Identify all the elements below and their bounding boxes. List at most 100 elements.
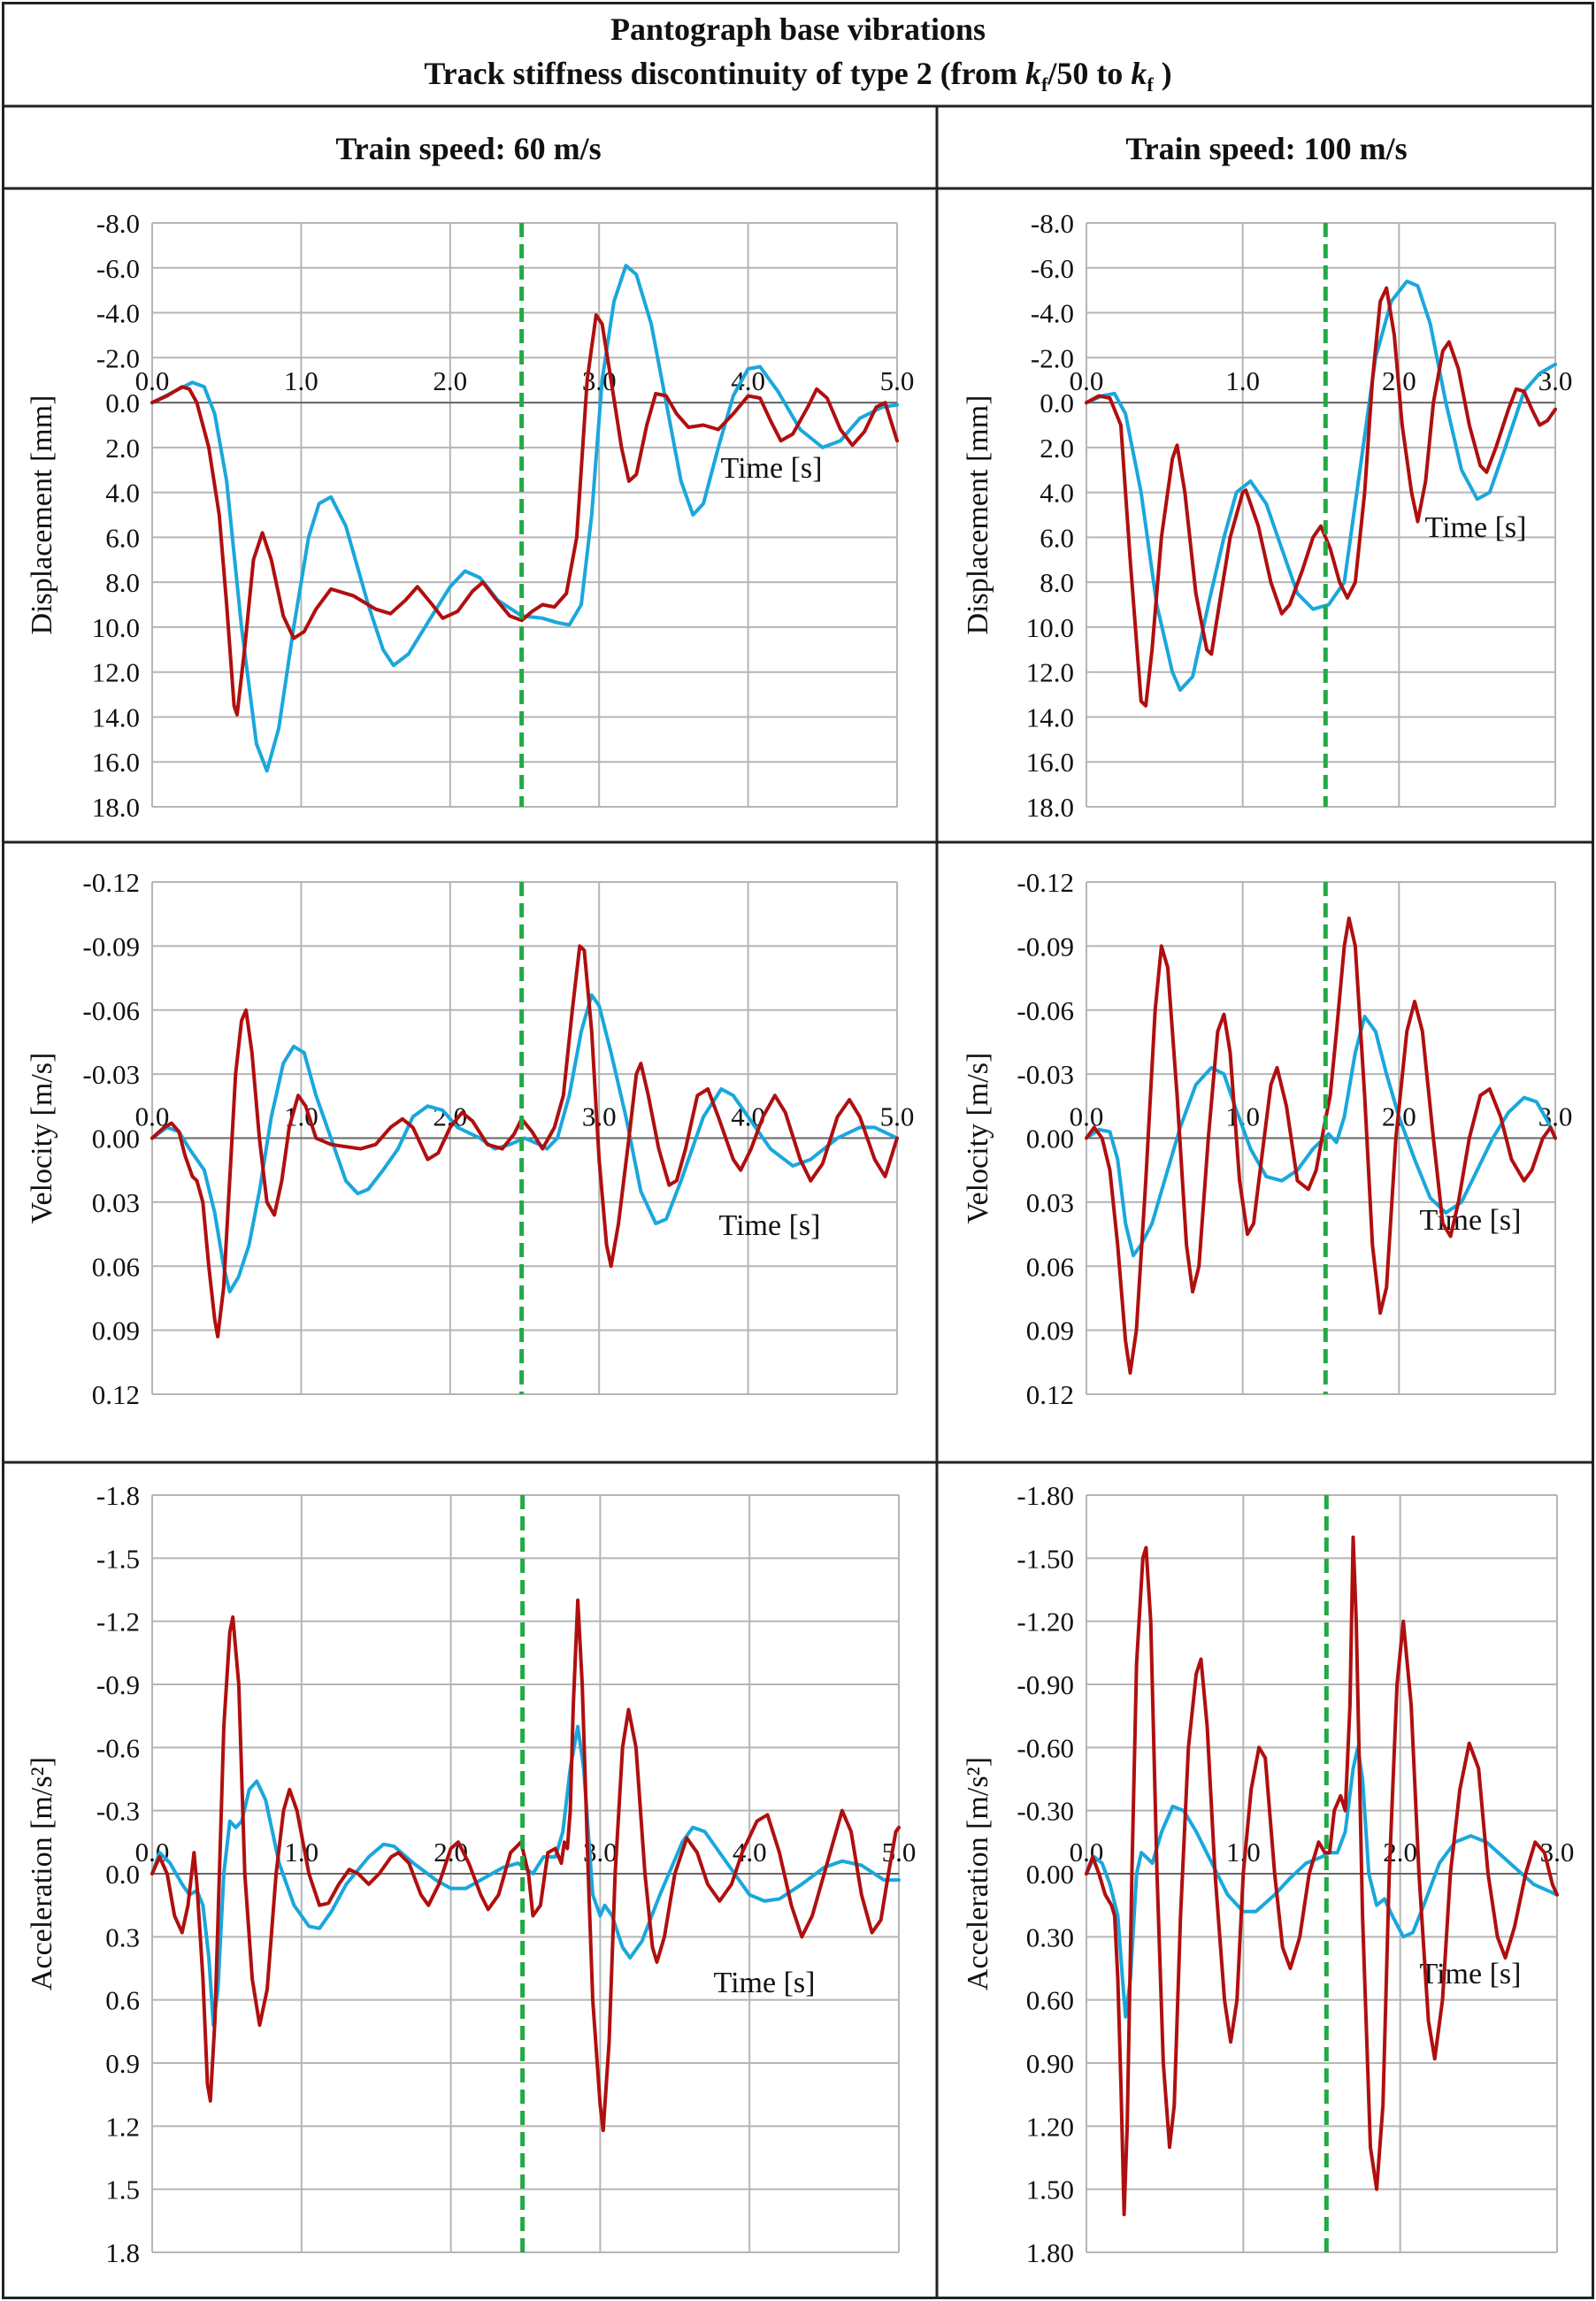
y-tick-label: -0.09	[1017, 931, 1074, 962]
column-header-100: Train speed: 100 m/s	[1125, 131, 1408, 166]
y-tick-label: 10.0	[1026, 612, 1074, 643]
chart-displacement-100: -8.0-6.0-4.0-2.00.02.04.06.08.010.012.01…	[962, 208, 1572, 823]
y-tick-label: -4.0	[1031, 298, 1074, 329]
y-tick-label: 6.0	[1040, 522, 1074, 553]
x-axis-label: Time [s]	[719, 1209, 821, 1242]
chart-velocity-100: -0.12 -0.09 -0.06 -0.03 0.00 0.03 0.06 0.09 0.12…	[962, 867, 1572, 1410]
y-tick-label: 10.0	[92, 612, 140, 643]
y-tick-label: -0.9	[96, 1669, 140, 1700]
y-tick-label: 0.0	[1040, 387, 1074, 418]
y-tick-label: -6.0	[96, 253, 140, 284]
y-tick-label: 0.03	[1026, 1187, 1074, 1218]
chart-velocity-60: -0.12 -0.09 -0.06 -0.03 0.00 0.03 0.06 0.09 0.12…	[26, 867, 915, 1410]
y-tick-label: 16.0	[92, 747, 140, 778]
y-tick-label: 0.0	[105, 1859, 140, 1890]
y-tick-label: -0.30	[1017, 1796, 1074, 1827]
y-tick-label: -2.0	[1031, 342, 1074, 373]
y-tick-label: 0.09	[1026, 1315, 1074, 1346]
y-tick-label: 0.00	[1026, 1859, 1074, 1890]
series-line-red	[1085, 917, 1557, 1375]
chart-acceleration-100: -1.80 -1.50 -1.20 -0.90 -0.60 -0.30 0.00 0.30 0.…	[962, 1480, 1574, 2268]
y-tick-label: 0.00	[92, 1124, 140, 1154]
x-tick-label: 0.0	[1070, 365, 1104, 396]
y-axis-label: Velocity [m/s]	[962, 1053, 994, 1224]
y-tick-label: 1.20	[1026, 2111, 1074, 2142]
x-tick-label: 5.0	[880, 365, 915, 396]
figure-title: Pantograph base vibrations	[610, 12, 986, 47]
x-axis-label: Time [s]	[714, 1967, 816, 1999]
series-line-red	[1085, 286, 1557, 708]
chart-acceleration-60: -1.8 -1.5 -1.2 -0.9 -0.6 -0.3 0.0 0.3 0.6 0.9 1.2 1…	[26, 1480, 916, 2268]
k-symbol-1: k	[1024, 56, 1041, 91]
y-tick-label: 18.0	[92, 792, 140, 823]
x-tick-label: 1.0	[1225, 365, 1260, 396]
k-symbol-2: k	[1131, 56, 1147, 91]
figure-subtitle: Track stiffness discontinuity of type 2 …	[0, 51, 1596, 107]
y-tick-label: 12.0	[92, 657, 140, 688]
y-tick-label: -1.50	[1017, 1543, 1074, 1574]
y-tick-label: 0.30	[1026, 1921, 1074, 1952]
y-tick-label: -0.12	[1017, 867, 1074, 898]
y-tick-label: 16.0	[1026, 747, 1074, 778]
series-line-red	[1085, 1535, 1559, 2217]
y-tick-label: -1.20	[1017, 1607, 1074, 1638]
x-tick-label: 0.0	[1070, 1101, 1104, 1132]
series-line-blue	[1085, 280, 1557, 692]
y-tick-label: 12.0	[1026, 657, 1074, 688]
x-tick-label: 5.0	[880, 1101, 915, 1132]
y-tick-label: -2.0	[96, 342, 140, 373]
x-axis-label: Time [s]	[1420, 1958, 1522, 1990]
y-tick-label: 0.3	[105, 1921, 140, 1952]
y-axis-label: Acceleration [m/s²]	[26, 1757, 58, 1990]
y-tick-label: -1.2	[96, 1607, 140, 1638]
y-tick-label: -0.09	[82, 931, 140, 962]
y-tick-label: 0.06	[1026, 1251, 1074, 1282]
y-tick-label: 4.0	[1040, 478, 1074, 509]
x-axis-label: Time [s]	[1425, 511, 1527, 544]
y-tick-label: 0.6	[105, 1985, 140, 2016]
series-line-red	[150, 313, 899, 717]
y-tick-label: 0.03	[92, 1187, 140, 1218]
y-tick-label: 18.0	[1026, 792, 1074, 823]
y-tick-label: 1.2	[105, 2111, 140, 2142]
k-subscript-2: f	[1147, 73, 1154, 96]
y-tick-label: 0.09	[92, 1315, 140, 1346]
y-tick-label: 8.0	[105, 567, 140, 598]
y-tick-label: 0.0	[105, 387, 140, 418]
subtitle-suffix: )	[1153, 56, 1172, 91]
y-tick-label: 1.8	[105, 2237, 140, 2268]
y-tick-label: 0.12	[92, 1379, 140, 1410]
y-axis-label: Velocity [m/s]	[26, 1053, 58, 1224]
series-line-blue	[150, 993, 899, 1294]
y-tick-label: -0.90	[1017, 1669, 1074, 1700]
series-line-red	[150, 944, 899, 1338]
y-tick-label: 6.0	[105, 522, 140, 553]
x-tick-label: 0.0	[135, 365, 170, 396]
y-tick-label: -6.0	[1031, 253, 1074, 284]
y-tick-label: 2.0	[105, 433, 140, 464]
y-tick-label: 1.50	[1026, 2174, 1074, 2205]
y-tick-label: -0.03	[82, 1059, 140, 1090]
y-tick-label: 4.0	[105, 478, 140, 509]
y-tick-label: -0.60	[1017, 1732, 1074, 1763]
y-tick-label: 0.60	[1026, 1985, 1074, 2016]
y-tick-label: -4.0	[96, 298, 140, 329]
x-tick-label: 1.0	[284, 365, 318, 396]
y-tick-label: 0.00	[1026, 1124, 1074, 1154]
series-line-red	[150, 1598, 901, 2133]
y-tick-label: -0.03	[1017, 1059, 1074, 1090]
y-tick-label: -0.12	[82, 867, 140, 898]
y-tick-label: 0.9	[105, 2048, 140, 2079]
y-tick-label: -1.5	[96, 1543, 140, 1574]
subtitle-prefix: Track stiffness discontinuity of type 2 …	[424, 56, 1025, 91]
y-tick-label: 8.0	[1040, 567, 1074, 598]
y-tick-label: -8.0	[1031, 208, 1074, 239]
y-tick-label: -0.06	[1017, 995, 1074, 1026]
y-tick-label: -0.3	[96, 1796, 140, 1827]
y-tick-label: 0.90	[1026, 2048, 1074, 2079]
y-tick-label: 14.0	[92, 702, 140, 732]
y-tick-label: 1.80	[1026, 2237, 1074, 2268]
